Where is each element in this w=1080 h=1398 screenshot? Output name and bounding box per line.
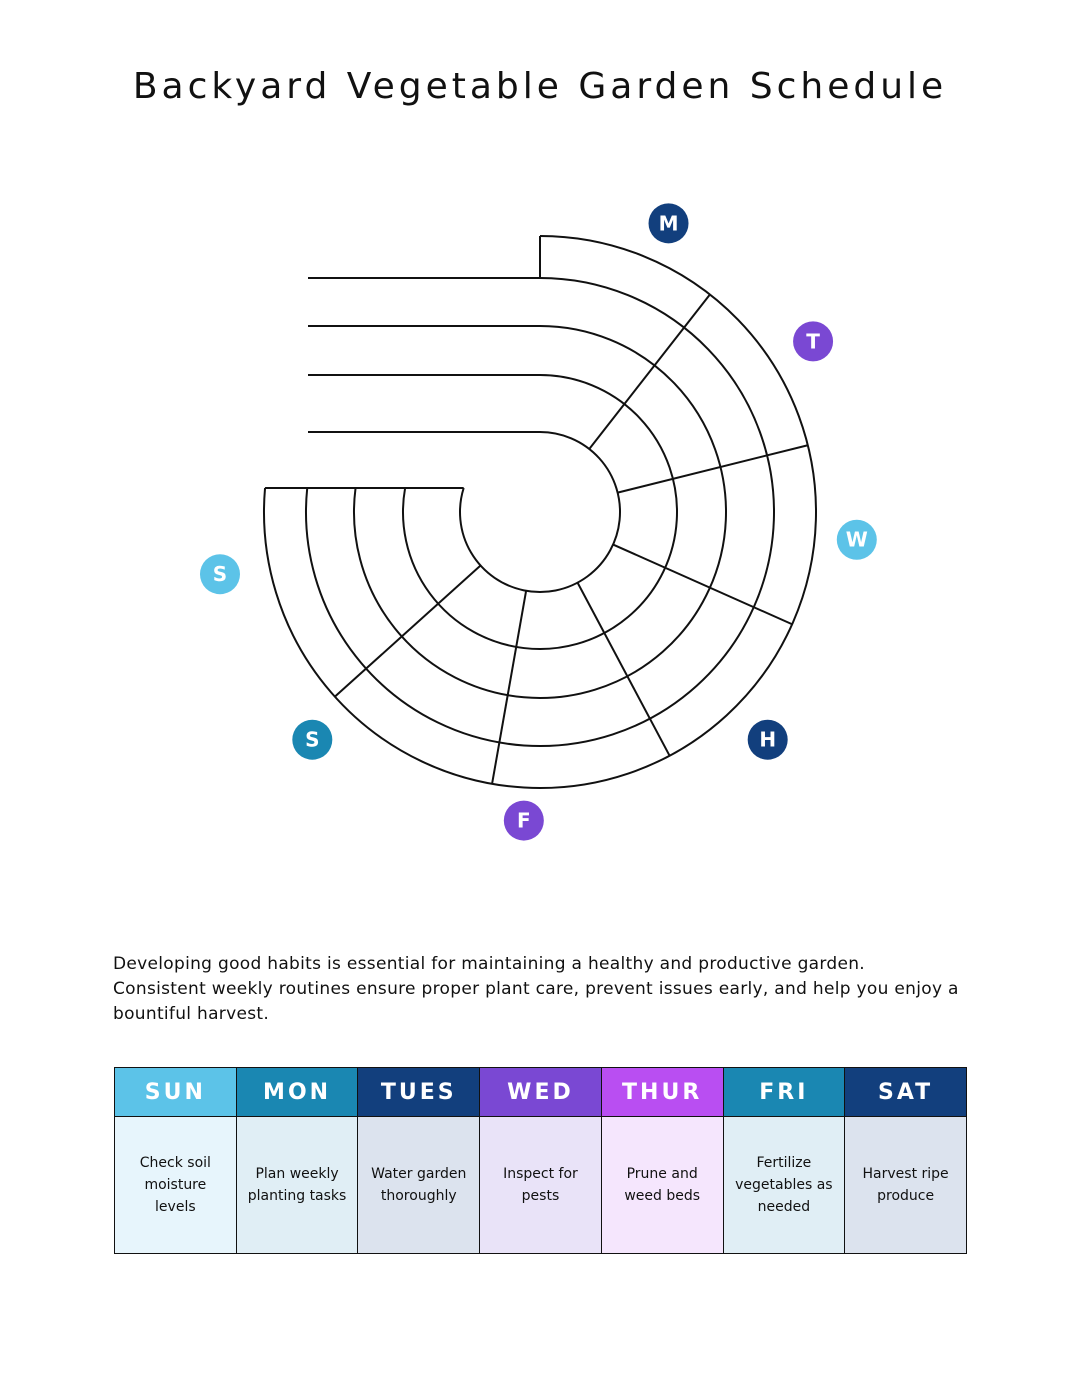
- day-circle: [503, 800, 544, 841]
- sector-divider: [491, 590, 528, 784]
- task-cell: Water garden thoroughly: [357, 1116, 481, 1254]
- day-letter: S: [213, 562, 227, 586]
- day-badge: S: [199, 554, 240, 595]
- ring: [305, 277, 775, 747]
- sector-divider: [588, 293, 711, 450]
- schedule-wheel: M T W H F S S: [199, 203, 877, 841]
- day-circle: [836, 519, 877, 560]
- day-badge: W: [836, 519, 877, 560]
- ring: [308, 431, 621, 593]
- task-cell: Plan weekly planting tasks: [235, 1116, 359, 1254]
- day-badge: M: [648, 203, 689, 244]
- sector-divider: [612, 543, 793, 626]
- schedule-table: SUN MON TUES WED THUR FRI SAT Check soil moist…: [114, 1067, 967, 1254]
- day-header: SUN: [114, 1067, 237, 1117]
- task-cell: Check soil moisture levels: [114, 1116, 237, 1254]
- title: Backyard Vegetable Garden Schedule: [132, 66, 948, 107]
- day-circle: [648, 203, 689, 244]
- day-circle: [747, 719, 788, 760]
- day-letter: H: [759, 728, 776, 752]
- day-header: FRI: [722, 1067, 846, 1117]
- header-row: SUN MON TUES WED THUR FRI SAT: [114, 1067, 967, 1117]
- day-header: WED: [479, 1067, 602, 1117]
- day-header: MON: [235, 1067, 359, 1117]
- ring: [308, 374, 678, 650]
- day-letter: W: [846, 528, 868, 552]
- day-badge: T: [793, 321, 834, 362]
- ring: [263, 235, 817, 789]
- day-circle: [793, 321, 834, 362]
- day-letter: M: [659, 211, 679, 235]
- day-badge: S: [292, 719, 333, 760]
- body-row: Check soil moisture levels Plan weekly pl…: [114, 1116, 967, 1254]
- sector-divider: [334, 564, 482, 698]
- day-badge: F: [503, 800, 544, 841]
- day-header: THUR: [600, 1067, 724, 1117]
- day-header: TUES: [357, 1067, 481, 1117]
- task-cell: Inspect for pests: [479, 1116, 602, 1254]
- sector-divider: [617, 444, 809, 494]
- day-circle: [292, 719, 333, 760]
- day-circle: [199, 554, 240, 595]
- day-header: SAT: [844, 1067, 967, 1117]
- day-letter: T: [806, 329, 820, 353]
- task-cell: Harvest ripe produce: [844, 1116, 967, 1254]
- day-letter: F: [517, 809, 531, 833]
- task-cell: Prune and weed beds: [600, 1116, 724, 1254]
- day-letter: S: [305, 728, 319, 752]
- intro-text: Developing good habits is essential for …: [113, 954, 959, 1024]
- sector-divider: [576, 582, 671, 757]
- ring: [308, 325, 727, 699]
- task-cell: Fertilize vegetables as needed: [722, 1116, 846, 1254]
- day-badge: H: [747, 719, 788, 760]
